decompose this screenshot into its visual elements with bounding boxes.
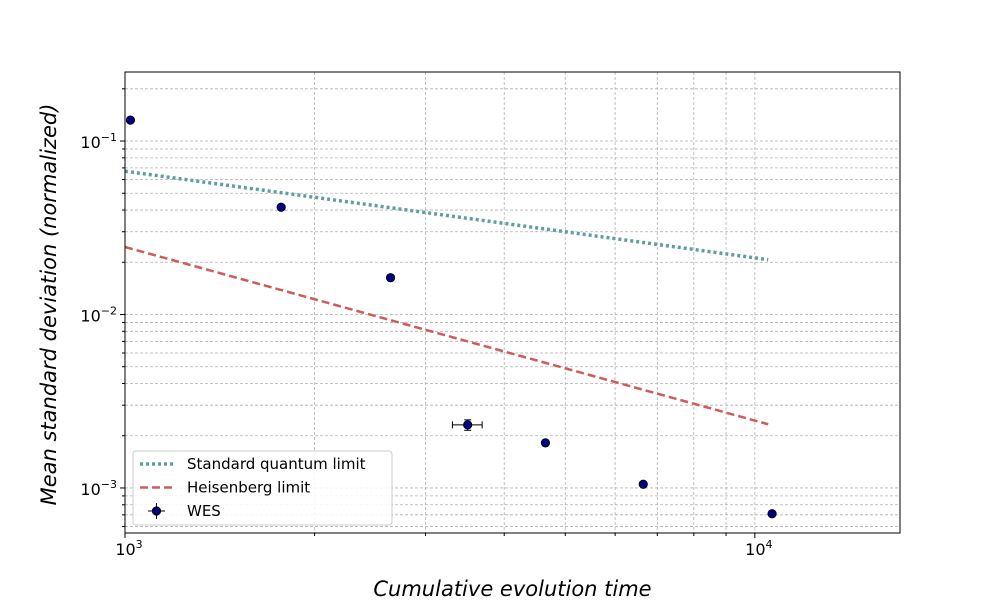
x-tick-label: 104 <box>745 538 772 559</box>
legend-marker-swatch <box>151 506 162 516</box>
legend-label: Standard quantum limit <box>187 455 366 473</box>
legend: Standard quantum limit Heisenberg limit WE… <box>132 450 393 526</box>
ticks-layer: 103 104 10−1 10−2 10−3 <box>80 88 773 559</box>
wes-data-point <box>125 115 136 125</box>
x-tick-label: 103 <box>115 538 142 559</box>
legend-label: Heisenberg limit <box>187 479 310 497</box>
plot-frame <box>124 71 901 534</box>
y-tick-label: 10−1 <box>80 131 117 152</box>
wes-data-point <box>385 273 396 283</box>
wes-data-point <box>540 438 550 448</box>
wes-data-point <box>276 202 286 212</box>
wes-data-point <box>767 509 777 519</box>
wes-data-point <box>463 420 473 430</box>
series-layer <box>124 169 769 426</box>
y-tick-label: 10−3 <box>80 478 117 499</box>
y-tick-label: 10−2 <box>80 304 117 325</box>
legend-box <box>132 450 393 526</box>
wes-data-point <box>638 479 648 489</box>
standard-quantum-limit-line <box>124 169 769 262</box>
x-axis-label: Cumulative evolution time <box>373 577 651 600</box>
points-layer <box>125 115 777 519</box>
legend-label: WES <box>187 502 221 520</box>
y-axis-label: Mean standard deviation (normalized) <box>37 104 61 506</box>
heisenberg-limit-line <box>124 245 769 426</box>
